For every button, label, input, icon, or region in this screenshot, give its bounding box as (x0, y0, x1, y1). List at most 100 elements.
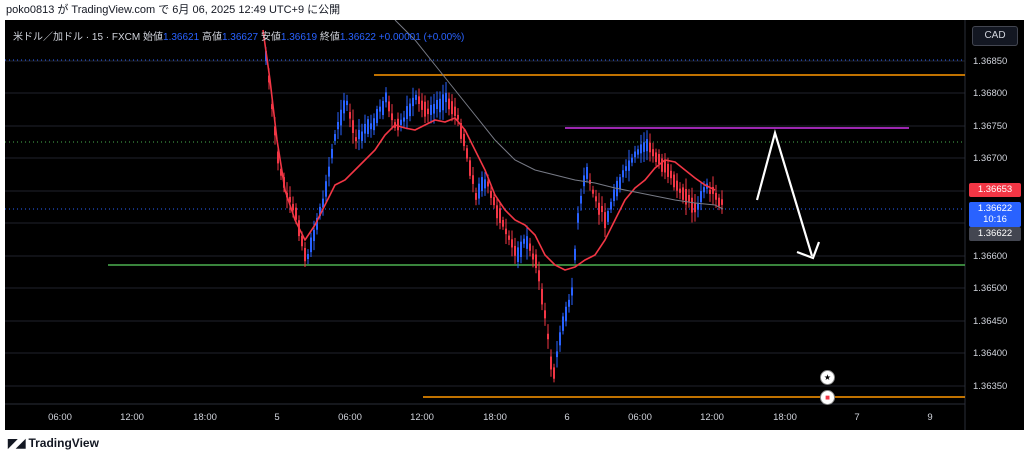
symbol-legend[interactable]: 米ドル／加ドル · 15 · FXCM 始値1.36621 高値1.36627 … (13, 28, 464, 43)
us-event-flag-icon[interactable]: ★ (820, 370, 835, 385)
tradingview-logo-icon: ◤◢ (8, 436, 25, 450)
time-tick: 18:00 (773, 412, 797, 423)
candle-body (346, 100, 348, 106)
open-label: 始値 (143, 32, 164, 43)
candle-body (511, 239, 513, 248)
candle-body (499, 208, 501, 224)
candle-body (427, 108, 429, 115)
price-tick: 1.36450 (973, 316, 1008, 327)
candle-body (271, 104, 273, 110)
candle-body (703, 187, 705, 193)
candle-body (532, 253, 534, 260)
candle-body (550, 356, 552, 370)
candle-body (664, 159, 666, 173)
publish-info-text: poko0813 が TradingView.com で 6月 06, 2025… (6, 4, 341, 16)
candle-body (646, 139, 648, 152)
price-tick: 1.36750 (973, 121, 1008, 132)
candle-body (469, 160, 471, 176)
candle-body (643, 142, 645, 152)
forecast-arrow[interactable] (755, 128, 814, 257)
candle-body (547, 333, 549, 340)
candle-body (637, 149, 639, 155)
candle-body (328, 166, 330, 177)
currency-button[interactable]: CAD (972, 26, 1018, 46)
low-label: 安値 (260, 32, 281, 43)
candle-body (421, 100, 423, 110)
time-tick: 6 (564, 412, 570, 423)
candle-body (628, 160, 630, 171)
candle-body (424, 101, 426, 117)
candle-body (553, 367, 555, 379)
time-tick: 7 (854, 412, 860, 423)
canada-event-flag-icon[interactable]: ■ (820, 390, 835, 405)
candle-body (559, 332, 561, 346)
candle-body (415, 94, 417, 100)
time-tick: 12:00 (700, 412, 724, 423)
candle-body (361, 131, 363, 141)
candle-body (613, 189, 615, 202)
candle-body (712, 186, 714, 194)
candle-body (652, 149, 654, 157)
candle-body (667, 163, 669, 177)
moving-average-red[interactable] (262, 29, 716, 271)
high-label: 高値 (201, 32, 222, 43)
candle-body (289, 196, 291, 203)
candle-body (439, 98, 441, 113)
candle-body (301, 235, 303, 247)
candle-body (583, 175, 585, 187)
grid-lines (5, 60, 965, 387)
candle-body (349, 112, 351, 119)
candle-body (307, 254, 309, 260)
symbol-name[interactable]: 米ドル／加ドル · 15 · FXCM (13, 32, 141, 43)
candle-body (400, 119, 402, 126)
candle-body (541, 288, 543, 305)
candle-body (691, 197, 693, 213)
candle-body (565, 306, 567, 322)
candle-body (640, 144, 642, 154)
candle-body (448, 98, 450, 110)
candle-body (562, 316, 564, 331)
time-tick: 18:00 (483, 412, 507, 423)
time-tick: 9 (927, 412, 933, 423)
candle-body (523, 238, 525, 244)
candle-body (370, 123, 372, 130)
chart-canvas[interactable] (5, 20, 1024, 430)
candle-body (718, 197, 720, 207)
candle-body (412, 97, 414, 107)
candle-body (406, 106, 408, 119)
price-badge-current: 1.36622 10:16 (969, 202, 1021, 227)
candle-body (292, 203, 294, 211)
candle-body (337, 121, 339, 130)
candle-body (700, 191, 702, 203)
candle-body (535, 254, 537, 268)
candlestick-series[interactable] (265, 47, 723, 383)
candle-body (325, 181, 327, 197)
tradingview-logo[interactable]: ◤◢ TradingView (8, 436, 99, 450)
candle-body (388, 101, 390, 112)
price-tick: 1.36850 (973, 56, 1008, 67)
candle-body (277, 151, 279, 164)
price-tick: 1.36600 (973, 251, 1008, 262)
price-tick: 1.36500 (973, 283, 1008, 294)
candle-body (457, 114, 459, 120)
candle-body (556, 351, 558, 358)
candle-body (397, 118, 399, 131)
candle-body (697, 203, 699, 210)
candle-body (529, 243, 531, 251)
chart-pane[interactable]: 米ドル／加ドル · 15 · FXCM 始値1.36621 高値1.36627 … (5, 20, 1024, 430)
candle-body (451, 101, 453, 115)
candle-body (658, 154, 660, 164)
moving-average-gray[interactable] (394, 20, 724, 210)
candle-body (487, 181, 489, 187)
candle-body (304, 247, 306, 262)
close-value: 1.36622 (339, 32, 376, 43)
candle-body (316, 217, 318, 230)
candle-body (544, 310, 546, 319)
candle-body (481, 177, 483, 192)
time-tick: 18:00 (193, 412, 217, 423)
candle-body (403, 117, 405, 122)
open-value: 1.36621 (163, 32, 200, 43)
candle-body (568, 299, 570, 307)
candle-body (622, 170, 624, 178)
candle-body (682, 187, 684, 200)
